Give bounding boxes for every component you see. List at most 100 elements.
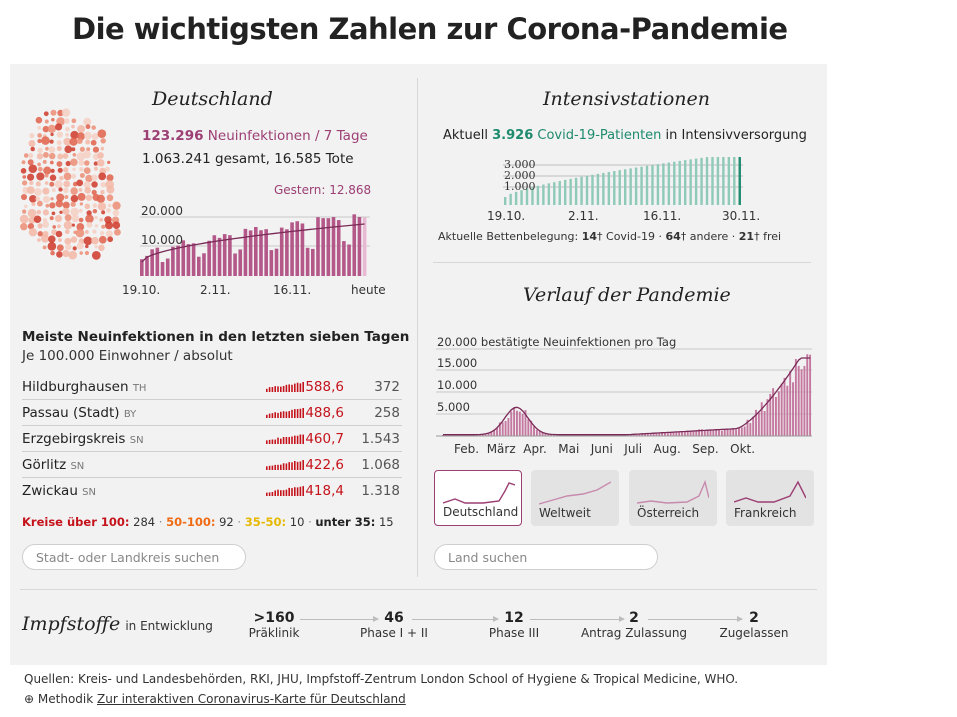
column-divider [417, 78, 418, 577]
district-dot [91, 125, 96, 130]
pandemic-bar [564, 434, 567, 436]
germany-bar [295, 221, 300, 276]
pandemic-bar [786, 385, 789, 436]
icu-bar [711, 157, 714, 205]
district-dot [42, 152, 49, 158]
district-row[interactable]: Hildburghausen TH 588,6 372 [22, 374, 402, 400]
district-dot [112, 201, 121, 210]
icu-bar [580, 176, 583, 205]
district-dot [51, 229, 58, 236]
country-search-input[interactable]: Land suchen [434, 544, 658, 570]
germany-ytick-20000: 20.000 [141, 204, 183, 218]
pandemic-bar [766, 399, 769, 436]
district-row[interactable]: Zwickau SN 418,4 1.318 [22, 478, 402, 504]
district-dot [29, 194, 37, 203]
sparkline-bar [299, 434, 302, 444]
district-dot [70, 130, 79, 140]
icu-bar [624, 169, 627, 205]
germany-map[interactable] [14, 108, 134, 273]
sparkline-bar [299, 486, 302, 496]
icu-value: 3.926 [492, 128, 534, 143]
sparkline-bar [274, 464, 276, 470]
pandemic-bar [797, 365, 800, 436]
sparkline-bar [266, 440, 268, 444]
district-dot [76, 138, 83, 144]
pandemic-bar [567, 434, 570, 436]
sparkline-bar [266, 492, 268, 496]
district-dot [19, 214, 29, 224]
germany-bar [342, 241, 346, 276]
district-dot [77, 125, 86, 133]
sparkline-bar [291, 436, 293, 444]
icu-bar [514, 191, 518, 205]
icu-bar [678, 160, 681, 205]
legend-over100-value: 284 [133, 515, 156, 529]
germany-bar [165, 258, 170, 276]
legend-50-100-label: 50-100: [166, 515, 216, 529]
sparkline-bar [285, 436, 288, 444]
district-dot [107, 160, 111, 164]
country-card-weltweit[interactable]: Weltweit [531, 470, 619, 526]
pandemic-bar [732, 428, 735, 436]
pandemic-chart[interactable]: 20.000 bestätigte Neuinfektionen pro Tag… [436, 330, 816, 440]
person-icon: † [754, 230, 760, 243]
sparkline-bar [285, 463, 288, 470]
district-dot [63, 137, 72, 146]
district-absolute: 1.543 [361, 431, 400, 447]
sparkline-bar [280, 386, 282, 392]
germany-bar [254, 227, 258, 276]
district-dot [70, 201, 76, 207]
district-dot [70, 158, 78, 167]
icu-bar [613, 171, 616, 205]
district-name: Passau (Stadt) [22, 405, 120, 421]
germany-bar [186, 244, 191, 276]
district-row[interactable]: Passau (Stadt) BY 488,6 258 [22, 400, 402, 426]
district-row[interactable]: Erzgebirgskreis SN 460,7 1.543 [22, 426, 402, 452]
pandemic-bar [487, 433, 490, 436]
country-card-oesterreich[interactable]: Österreich [629, 470, 717, 526]
germany-bar [336, 220, 341, 276]
district-dot [28, 164, 38, 174]
pandemic-xtick: Aug. [653, 442, 681, 456]
district-dot [85, 214, 94, 224]
pandemic-bar [749, 423, 752, 436]
sparkline-bar [288, 462, 290, 470]
district-search-input[interactable]: Stadt- oder Landkreis suchen [22, 544, 246, 570]
district-row[interactable]: Görlitz SN 422,6 1.068 [22, 452, 402, 478]
pandemic-bar [661, 432, 664, 436]
icu-beds-other: 64 [665, 230, 681, 243]
icu-chart[interactable]: 3.000 2.000 1.000 [503, 155, 747, 207]
germany-bar [145, 255, 149, 276]
district-dot [79, 202, 84, 206]
district-dot [44, 173, 49, 178]
district-dot [49, 139, 54, 144]
icu-bar [694, 158, 698, 205]
district-dot [84, 203, 91, 210]
districts-title: Meiste Neuinfektionen in den letzten sie… [22, 329, 410, 345]
pandemic-bar [775, 396, 777, 436]
methodik-toggle[interactable]: Methodik [37, 692, 94, 706]
country-card-frankreich[interactable]: Frankreich [726, 470, 814, 526]
sparkline-bar [271, 439, 274, 444]
district-dot [94, 224, 99, 228]
sparkline-bar [296, 487, 299, 496]
district-absolute: 372 [374, 379, 400, 395]
district-dot [24, 204, 28, 208]
district-dot [44, 119, 49, 124]
district-dot [100, 189, 105, 195]
icu-suffix: in Intensivversorgung [665, 128, 807, 143]
germany-cases-chart[interactable]: 20.000 10.000 [138, 196, 378, 280]
icu-bar [591, 174, 594, 205]
district-dot [51, 211, 56, 216]
sparkline-bar [271, 491, 274, 496]
interactive-map-link[interactable]: Zur interaktiven Coronavirus-Karte für D… [97, 692, 406, 706]
plus-circle-icon[interactable]: ⊕ [24, 692, 35, 706]
district-dot [42, 245, 47, 250]
germany-bar [321, 218, 325, 276]
country-card-deutschland[interactable]: Deutschland [434, 470, 522, 526]
germany-bar [171, 246, 175, 276]
sparkline-bar [268, 439, 271, 444]
icu-bar [640, 166, 643, 205]
deutschland-sparkline [443, 482, 515, 504]
vaccine-stage-count: 2 [629, 610, 639, 626]
